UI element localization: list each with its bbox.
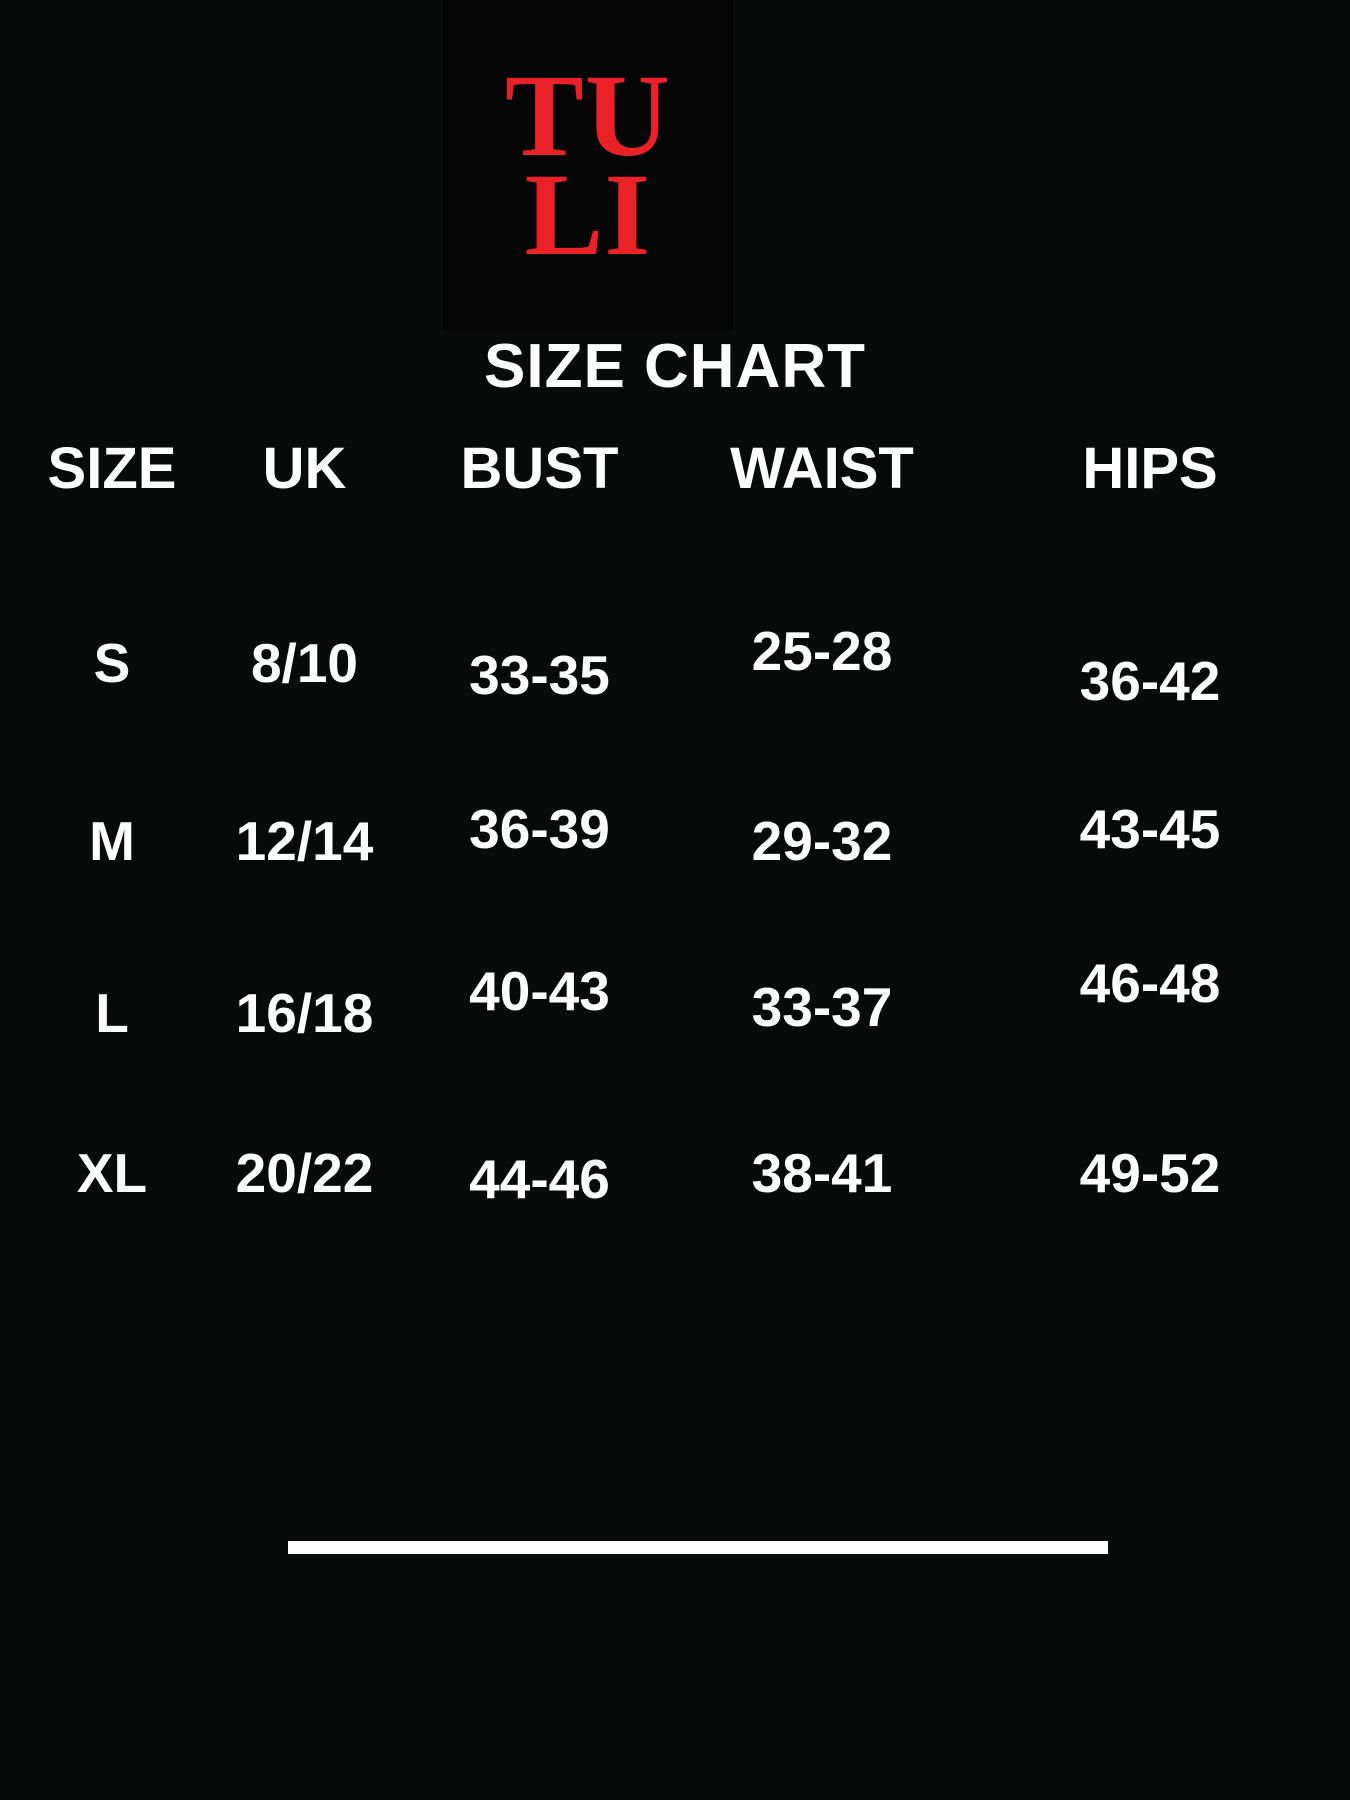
cell-hips-value: 46-48 xyxy=(1079,951,1221,1014)
cell-uk: 12/14 xyxy=(202,752,407,918)
cell-size-value: L xyxy=(95,981,129,1044)
cell-size: M xyxy=(22,752,202,918)
table-row: M 12/14 36-39 29-32 43-45 xyxy=(22,752,1328,918)
cell-waist-value: 29-32 xyxy=(751,809,893,872)
cell-bust: 33-35 xyxy=(407,586,672,752)
cell-uk-value: 16/18 xyxy=(235,981,374,1044)
cell-uk: 20/22 xyxy=(202,1084,407,1250)
brand-wordmark-line-2: LI xyxy=(524,148,652,280)
column-header-waist: WAIST xyxy=(730,436,914,501)
table-header-row: SIZE UK BUST WAIST HIPS xyxy=(22,440,1328,586)
cell-hips: 46-48 xyxy=(972,918,1328,1084)
cell-waist-value: 38-41 xyxy=(751,1141,893,1204)
table-row: S 8/10 33-35 25-28 36-42 xyxy=(22,586,1328,752)
cell-waist: 38-41 xyxy=(672,1084,972,1250)
column-header-hips: HIPS xyxy=(1082,436,1218,501)
cell-hips: 36-42 xyxy=(972,586,1328,752)
table-row: XL 20/22 44-46 38-41 49-52 xyxy=(22,1084,1328,1250)
cell-size-value: S xyxy=(93,631,131,694)
footer-divider-rule xyxy=(288,1541,1108,1554)
size-chart-table: SIZE UK BUST WAIST HIPS S 8/10 33-35 25-… xyxy=(22,440,1328,1250)
cell-uk: 16/18 xyxy=(202,918,407,1084)
cell-waist-value: 25-28 xyxy=(751,619,893,682)
brand-wordmark: TU LI xyxy=(505,49,671,280)
column-header-bust: BUST xyxy=(460,436,619,501)
cell-uk-value: 20/22 xyxy=(235,1141,374,1204)
cell-bust: 36-39 xyxy=(407,752,672,918)
cell-waist: 33-37 xyxy=(672,918,972,1084)
cell-size-value: XL xyxy=(76,1141,148,1204)
column-header-uk: UK xyxy=(262,436,347,501)
table-header: SIZE UK BUST WAIST HIPS xyxy=(22,440,1328,586)
cell-bust-value: 36-39 xyxy=(469,797,610,860)
cell-uk-value: 12/14 xyxy=(235,809,374,872)
table-row: L 16/18 40-43 33-37 46-48 xyxy=(22,918,1328,1084)
cell-hips: 43-45 xyxy=(972,752,1328,918)
brand-wordmark-line-1: TU xyxy=(505,49,671,181)
cell-bust: 40-43 xyxy=(407,918,672,1084)
cell-size: L xyxy=(22,918,202,1084)
cell-uk-value: 8/10 xyxy=(250,631,359,694)
page-title: SIZE CHART xyxy=(484,332,866,401)
cell-bust: 44-46 xyxy=(407,1084,672,1250)
cell-uk: 8/10 xyxy=(202,586,407,752)
cell-bust-value: 33-35 xyxy=(469,643,610,706)
brand-logo-block: TU LI xyxy=(443,0,733,331)
cell-hips: 49-52 xyxy=(972,1084,1328,1250)
cell-waist: 29-32 xyxy=(672,752,972,918)
cell-bust-value: 44-46 xyxy=(469,1147,610,1210)
cell-waist-value: 33-37 xyxy=(751,975,893,1038)
cell-hips-value: 43-45 xyxy=(1079,797,1221,860)
cell-size-value: M xyxy=(89,809,135,872)
cell-waist: 25-28 xyxy=(672,586,972,752)
cell-size: XL xyxy=(22,1084,202,1250)
cell-bust-value: 40-43 xyxy=(469,959,610,1022)
column-header-size: SIZE xyxy=(47,436,177,501)
cell-hips-value: 49-52 xyxy=(1079,1141,1221,1204)
table-body: S 8/10 33-35 25-28 36-42 M 12/14 36-39 2… xyxy=(22,586,1328,1250)
cell-size: S xyxy=(22,586,202,752)
cell-hips-value: 36-42 xyxy=(1079,649,1221,712)
